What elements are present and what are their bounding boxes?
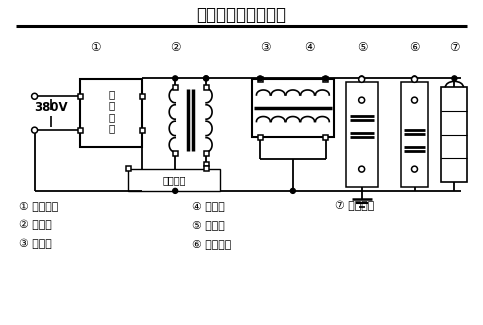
Text: ④: ④ xyxy=(305,41,315,54)
Text: ⑥: ⑥ xyxy=(409,41,420,54)
Text: ⑤ 分压器: ⑤ 分压器 xyxy=(192,220,225,230)
Text: ③: ③ xyxy=(260,41,270,54)
Circle shape xyxy=(452,76,457,81)
Bar xyxy=(323,77,328,82)
Bar xyxy=(204,166,209,172)
Text: ①: ① xyxy=(90,41,100,54)
Bar xyxy=(78,128,83,133)
Bar xyxy=(400,82,428,187)
Circle shape xyxy=(290,188,295,193)
Text: ⑥ 补偿电容: ⑥ 补偿电容 xyxy=(192,239,231,249)
Text: ⑤: ⑤ xyxy=(357,41,368,54)
Circle shape xyxy=(412,166,417,172)
Bar xyxy=(441,87,468,182)
Bar xyxy=(81,79,142,147)
Bar xyxy=(128,169,220,191)
Bar xyxy=(204,150,209,156)
Circle shape xyxy=(173,188,178,193)
Circle shape xyxy=(359,76,365,82)
Circle shape xyxy=(323,76,328,81)
Bar xyxy=(323,135,328,140)
Text: ③ 电抗器: ③ 电抗器 xyxy=(19,239,51,249)
Bar xyxy=(204,162,209,166)
Bar xyxy=(173,85,178,90)
Text: 测量输入: 测量输入 xyxy=(162,175,186,185)
Bar xyxy=(252,79,334,137)
Circle shape xyxy=(359,76,364,81)
Text: ②: ② xyxy=(170,41,181,54)
Bar xyxy=(140,128,145,133)
Bar xyxy=(257,77,263,82)
Circle shape xyxy=(173,76,178,81)
Circle shape xyxy=(204,76,209,81)
Bar xyxy=(204,85,209,90)
Bar xyxy=(173,150,178,156)
Bar xyxy=(126,166,131,172)
Text: 电缆耐压试验接线图: 电缆耐压试验接线图 xyxy=(196,6,286,24)
Circle shape xyxy=(31,93,38,99)
Circle shape xyxy=(412,97,417,103)
Circle shape xyxy=(359,97,365,103)
Bar xyxy=(140,94,145,99)
Text: 变
频
输
出: 变 频 输 出 xyxy=(108,89,114,134)
Circle shape xyxy=(204,76,209,81)
Text: ⑦: ⑦ xyxy=(449,41,460,54)
Text: ② 激励变: ② 激励变 xyxy=(19,220,51,230)
Circle shape xyxy=(412,76,417,81)
Text: 380V: 380V xyxy=(34,101,67,114)
Text: ① 变频电源: ① 变频电源 xyxy=(19,201,58,211)
Bar xyxy=(257,135,263,140)
Circle shape xyxy=(257,76,263,81)
Circle shape xyxy=(412,76,417,82)
Text: ⑦ 试品电缆: ⑦ 试品电缆 xyxy=(335,201,374,211)
Text: ④ 电抗器: ④ 电抗器 xyxy=(192,201,225,211)
Circle shape xyxy=(359,166,365,172)
Bar xyxy=(346,82,378,187)
Bar xyxy=(78,94,83,99)
Circle shape xyxy=(31,127,38,133)
